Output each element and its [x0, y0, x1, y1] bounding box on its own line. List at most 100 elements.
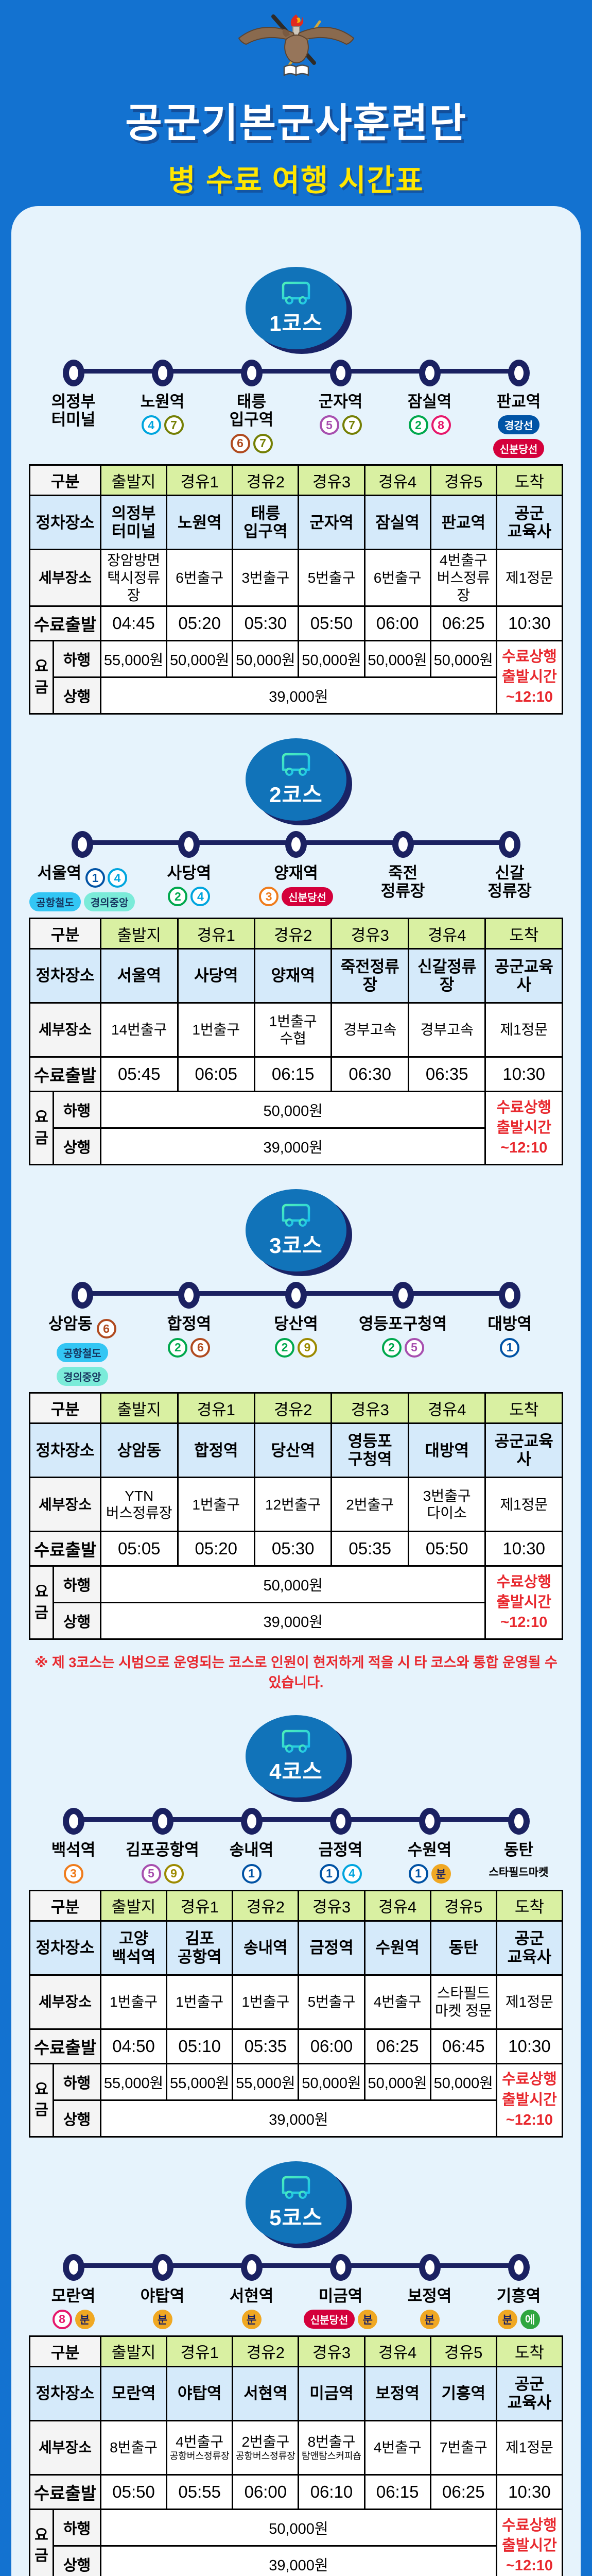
depart-time-cell: 06:10	[298, 2473, 365, 2510]
route-stations: 모란역 8 분 야탑역 분 서현역 분 미금역 신분당선 분 보정역 분 기흥역 분 에	[29, 2253, 563, 2329]
col-header: 구분	[28, 464, 102, 497]
route-diagram: 모란역 8 분 야탑역 분 서현역 분 미금역 신분당선 분 보정역 분 기흥역 분 에	[29, 2252, 563, 2329]
depart-time-cell: 10:30	[495, 2473, 564, 2510]
detail-cell: 2번출구 공항버스정류장	[232, 2419, 300, 2476]
depart-time-cell: 05:20	[166, 605, 234, 642]
course-badge: 4코스	[246, 1715, 352, 1803]
line-chip-8: 8	[52, 2309, 72, 2329]
route-node-icon	[419, 2253, 441, 2281]
col-header: 도착	[495, 464, 564, 497]
course-timetable: 구분 출발지 경유1 경유2 경유3 경유4 경유5 도착 정차장소 모란역 야탑역 서현역 미금역 보정…	[28, 2335, 564, 2576]
route-node-icon	[329, 1808, 352, 1835]
col-header: 경유4	[363, 2335, 431, 2367]
row-label-detail: 세부장소	[28, 2419, 102, 2476]
route-stations: 백석역 3 김포공항역 5 9 송내역 1 금정역 1 4 수원역 1 분 동탄 스타필드마켓	[29, 1808, 563, 1884]
route-node-icon	[508, 360, 530, 386]
route-diagram: 상암동 6 공항철도 경의중앙 합정역 2 6 당산역 2 9 영등포구청역 2 5 대방역 1	[29, 1280, 563, 1386]
route-node-icon	[508, 2253, 530, 2281]
route-station: 송내역 1	[207, 1808, 296, 1884]
route-node-icon	[62, 360, 84, 386]
line-pill-공항철도: 공항철도	[29, 892, 81, 912]
poster-header: 공군기본군사훈련단 병 수료 여행 시간표	[0, 0, 592, 206]
depart-time-cell: 06:25	[429, 605, 497, 642]
stop-cell: 사당역	[177, 948, 255, 1004]
depart-time-cell: 06:30	[330, 1056, 409, 1093]
detail-cell: YTN 버스정류장	[100, 1477, 179, 1533]
station-name: 신갈 정류장	[487, 864, 532, 901]
route-node-icon	[499, 831, 521, 858]
line-chip-9: 9	[297, 1337, 317, 1358]
stop-cell: 수원역	[363, 1920, 431, 1976]
depart-time-cell: 06:25	[429, 2473, 497, 2510]
depart-time-cell: 06:00	[232, 2473, 300, 2510]
route-node-icon	[178, 1282, 200, 1309]
line-chip-4: 4	[108, 868, 128, 888]
stop-cell: 의정부 터미널	[100, 495, 168, 551]
line-chip-2: 2	[381, 1337, 402, 1358]
fare-cell: 55,000원	[100, 640, 168, 679]
stop-cell: 판교역	[429, 495, 497, 551]
col-header: 경유2	[232, 464, 300, 497]
stop-cell: 고양 백석역	[100, 1920, 168, 1976]
course-badge-label: 2코스	[269, 783, 323, 807]
bus-icon	[282, 753, 310, 776]
col-header: 도착	[484, 1392, 563, 1425]
col-header: 구분	[28, 2335, 102, 2367]
col-header: 경유4	[407, 1392, 486, 1425]
col-header: 경유2	[253, 1392, 333, 1425]
course-badge: 5코스	[246, 2161, 352, 2248]
return-time-note: 수료상행 출발시간 ~12:10	[495, 2062, 564, 2138]
depart-time-cell: 05:55	[166, 2473, 234, 2510]
depart-time-cell: 05:20	[177, 1531, 255, 1567]
depart-time-cell: 06:15	[363, 2473, 431, 2510]
line-chip-분: 분	[420, 2309, 440, 2329]
fare-cell: 50,000원	[232, 640, 300, 679]
return-time-note: 수료상행 출발시간 ~12:10	[495, 2508, 564, 2576]
detail-cell: 스타필드 마켓 정문	[429, 1974, 497, 2030]
station-name: 송내역	[229, 1841, 274, 1859]
line-chip-분: 분	[241, 2309, 262, 2329]
row-label-down: 하행	[52, 1565, 102, 1604]
station-name: 잠실역	[407, 393, 452, 411]
col-header: 경유4	[363, 464, 431, 497]
course-section: 2코스 서울역 1 4 공항철도 경의중앙 사당역 2 4 양재역 3 신분당선 죽전 정류장 신갈 정류장…	[28, 738, 563, 1166]
detail-cell: 8번출구	[100, 2419, 168, 2476]
station-line-chips: 공항철도	[56, 1343, 108, 1363]
detail-cell: 1번출구	[232, 1974, 300, 2030]
row-label-fare: 요금	[29, 1091, 54, 1166]
route-node-icon	[151, 1808, 173, 1835]
depart-time-cell: 10:30	[495, 605, 564, 642]
route-node-icon	[508, 1808, 530, 1835]
col-header: 경유4	[363, 1889, 431, 1922]
line-chip-7: 7	[342, 415, 362, 435]
route-node-icon	[71, 1282, 93, 1309]
route-node-icon	[285, 831, 307, 858]
col-header: 경유5	[429, 2335, 497, 2367]
route-node-icon	[62, 1808, 84, 1835]
route-station: 당산역 2 9	[242, 1282, 350, 1386]
route-station: 의정부 터미널	[29, 360, 118, 458]
row-label-fare: 요금	[29, 2062, 54, 2138]
stop-cell: 서현역	[232, 2365, 300, 2421]
station-name: 미금역	[318, 2286, 363, 2305]
route-station: 신갈 정류장	[456, 831, 563, 911]
route-station: 기흥역 분 에	[474, 2253, 563, 2329]
stop-cell: 잠실역	[363, 495, 431, 551]
detail-cell: 1번출구	[177, 1002, 255, 1058]
station-name: 수원역	[407, 1841, 452, 1859]
fare-cell: 55,000원	[100, 2062, 168, 2101]
stop-cell: 공군교육사	[484, 1422, 563, 1479]
station-name: 죽전 정류장	[380, 864, 425, 901]
route-station: 죽전 정류장	[350, 831, 457, 911]
col-header: 구분	[28, 1392, 102, 1425]
station-line-chips: 공항철도 경의중앙	[29, 892, 135, 912]
course-badge-label: 5코스	[269, 2205, 323, 2230]
line-chip-5: 5	[319, 415, 339, 435]
col-header: 경유1	[177, 918, 255, 950]
detail-cell: 4번출구	[363, 2419, 431, 2476]
line-chip-6: 6	[230, 433, 250, 453]
depart-time-cell: 05:50	[100, 2473, 168, 2510]
stop-cell: 김포 공항역	[166, 1920, 234, 1976]
